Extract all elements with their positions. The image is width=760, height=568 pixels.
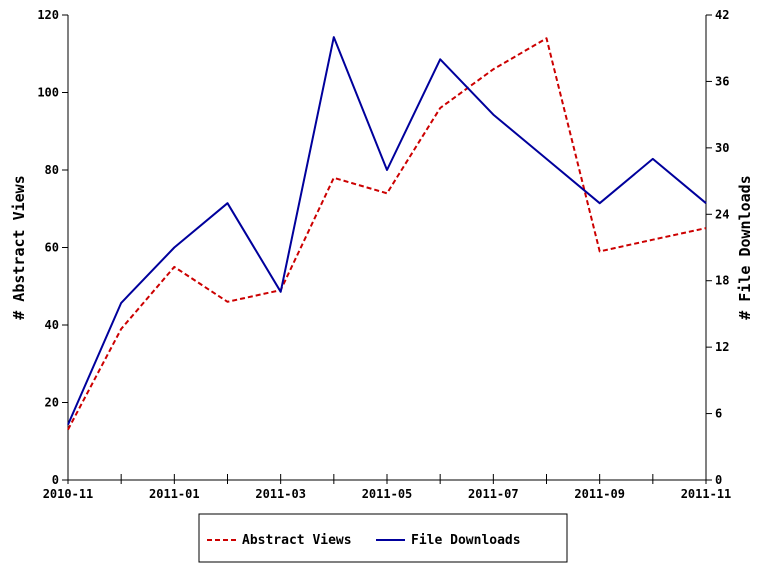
right-tick-label: 18 [715,274,729,288]
right-tick-label: 30 [715,141,729,155]
series-line-abstract-views [67,37,707,431]
left-y-axis: 0 20 40 60 80 100 120 [37,8,69,487]
x-axis: 2010-11 2011-01 2011-03 2011-05 2011-07 2011-… [43,474,732,501]
left-tick-label: 60 [45,241,59,255]
right-tick-label: 36 [715,74,729,88]
right-y-axis: 0 6 12 18 24 30 36 42 [705,8,729,487]
right-tick-label: 6 [715,407,722,421]
right-tick-label: 0 [715,473,722,487]
right-tick-label: 42 [715,8,729,22]
legend-label-abstract-views: Abstract Views [242,533,352,548]
left-tick-label: 40 [45,318,59,332]
left-tick-label: 20 [45,396,59,410]
x-tick-label: 2011-05 [362,487,413,501]
x-tick-label: 2011-09 [574,487,625,501]
left-axis-title: # Abstract Views [10,175,28,320]
left-tick-label: 100 [37,86,59,100]
plot-area [67,36,707,431]
left-tick-label: 80 [45,163,59,177]
x-tick-label: 2011-03 [255,487,306,501]
legend-label-file-downloads: File Downloads [411,533,521,548]
x-tick-label: 2011-11 [681,487,732,501]
x-tick-label: 2010-11 [43,487,94,501]
x-tick-label: 2011-07 [468,487,519,501]
x-tick-label: 2011-01 [149,487,200,501]
left-tick-label: 120 [37,8,59,22]
right-axis-title: # File Downloads [736,175,754,320]
right-tick-label: 12 [715,340,729,354]
legend-box [198,513,568,563]
right-tick-label: 24 [715,207,729,221]
series-line-file-downloads [67,36,707,426]
left-tick-label: 0 [52,473,59,487]
legend: Abstract Views File Downloads [198,513,568,563]
